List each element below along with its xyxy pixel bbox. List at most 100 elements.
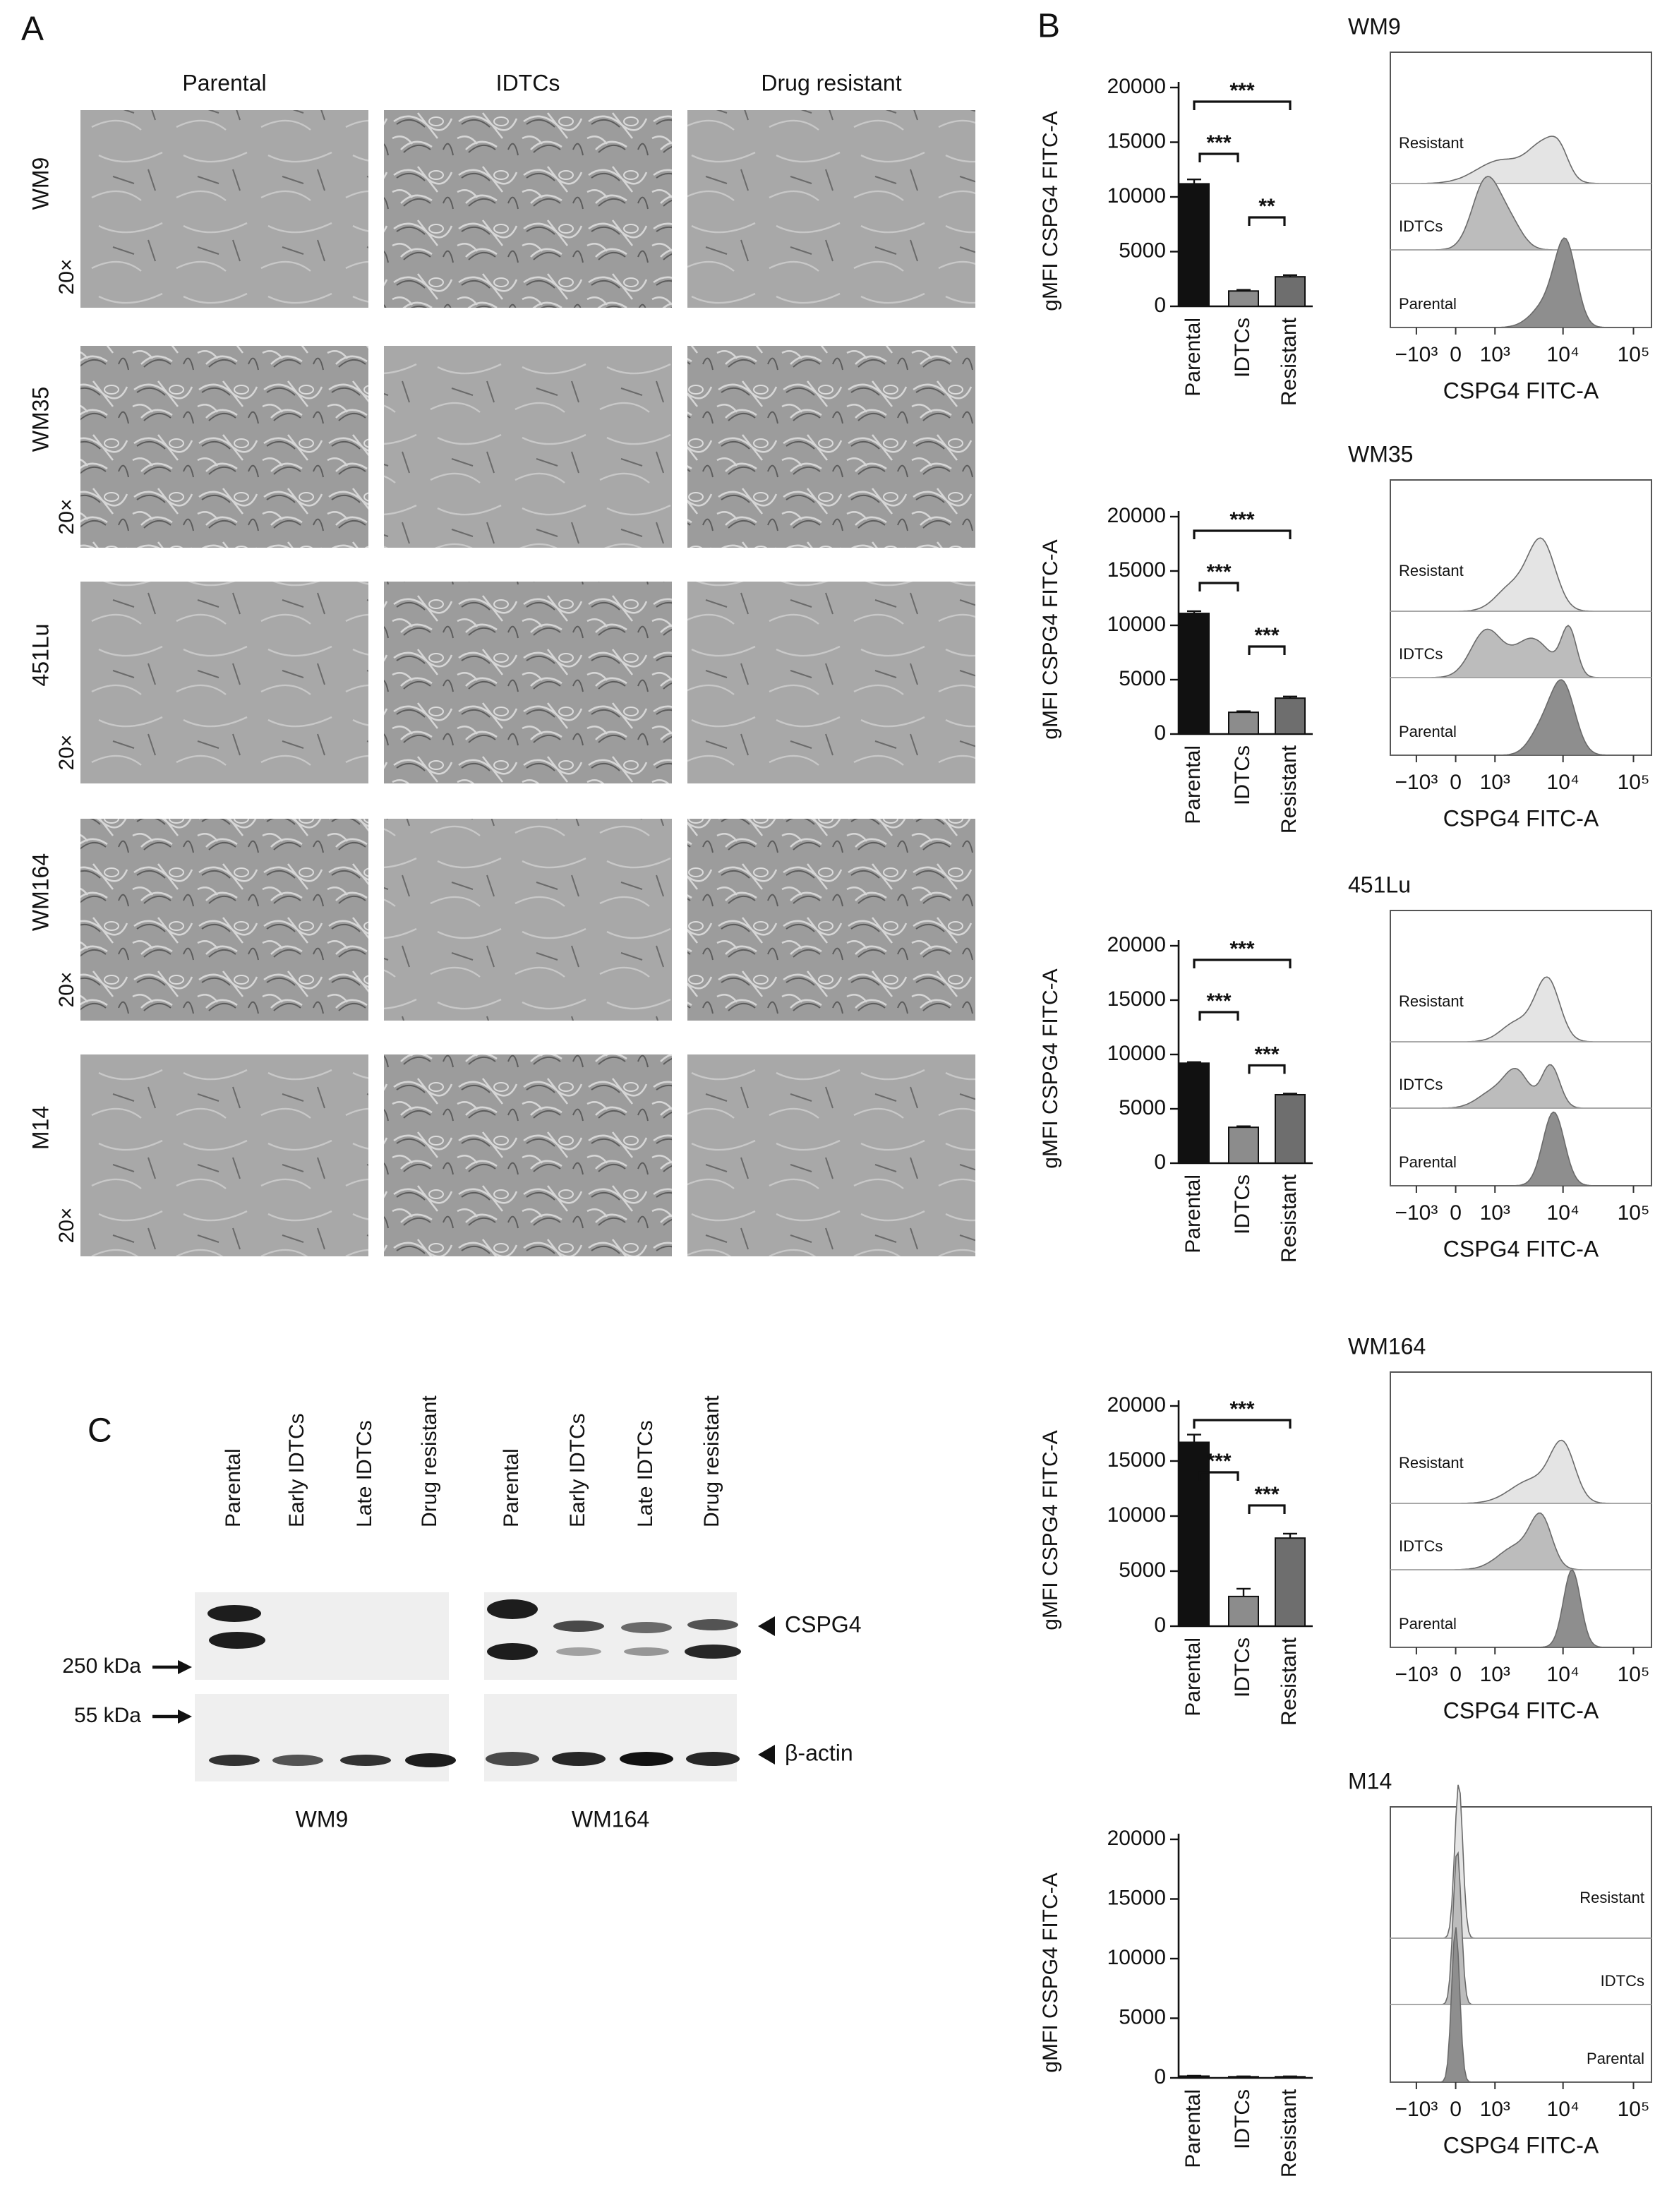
- magnification-label: 20×: [55, 972, 78, 1008]
- cell-line-label: M14: [28, 1106, 53, 1150]
- significance-label: ***: [1206, 131, 1231, 155]
- micrograph: [80, 582, 368, 783]
- x-tick-label: −10³: [1395, 343, 1438, 366]
- y-tick-label: 15000: [1107, 1448, 1166, 1472]
- x-tick-label: 10³: [1480, 1201, 1510, 1225]
- bar: [1275, 276, 1306, 307]
- x-axis-label: CSPG4 FITC-A: [1443, 805, 1599, 831]
- x-tick-label: 10⁴: [1547, 2098, 1579, 2121]
- x-tick-label: 10⁴: [1547, 1663, 1579, 1686]
- y-tick-label: 5000: [1119, 239, 1166, 262]
- bar: [1228, 1126, 1259, 1165]
- significance-bracket: [1193, 958, 1292, 968]
- y-tick-label: 0: [1154, 2065, 1166, 2088]
- histogram-frame: [1390, 479, 1652, 756]
- x-axis-label: CSPG4 FITC-A: [1443, 378, 1599, 403]
- error-bar: [1283, 1532, 1297, 1539]
- lane-label: Parental: [1399, 723, 1457, 740]
- error-bar: [1187, 1433, 1201, 1443]
- lane-label: Resistant: [1399, 1454, 1464, 1472]
- magnification-label: 20×: [55, 735, 78, 771]
- y-tick-label: 5000: [1119, 667, 1166, 690]
- x-tick-label: IDTCs: [1231, 745, 1254, 805]
- x-tick-label: 0: [1450, 2098, 1462, 2121]
- histogram-title: WM9: [1348, 13, 1401, 39]
- histogram-curve: [1390, 1927, 1651, 2083]
- lane-label: IDTCs: [1399, 217, 1443, 235]
- y-tick-label: 20000: [1107, 504, 1166, 527]
- lane-label: Parental: [1587, 2050, 1644, 2067]
- significance-bracket: [1198, 1471, 1239, 1481]
- y-tick-label: 0: [1154, 1613, 1166, 1637]
- y-tick-label: 5000: [1119, 1096, 1166, 1119]
- error-bar: [1187, 610, 1201, 614]
- x-tick-label: Parental: [1181, 1637, 1205, 1717]
- significance-label: ***: [1229, 508, 1254, 531]
- x-tick-label: 10⁴: [1547, 771, 1579, 794]
- error-bar: [1236, 1587, 1251, 1597]
- y-tick-label: 15000: [1107, 558, 1166, 582]
- blot-band: [207, 1605, 261, 1622]
- x-tick-label: IDTCs: [1231, 318, 1254, 378]
- y-tick-label: 20000: [1107, 933, 1166, 956]
- error-bar: [1283, 2075, 1297, 2077]
- blot-band: [552, 1752, 606, 1766]
- significance-label: ***: [1206, 1450, 1231, 1473]
- significance-label: ***: [1229, 1397, 1254, 1421]
- blot-band: [624, 1647, 669, 1656]
- blot-band: [272, 1755, 323, 1766]
- x-axis-label: CSPG4 FITC-A: [1443, 2132, 1599, 2158]
- histogram-curve: [1390, 237, 1651, 328]
- histogram-title: WM35: [1348, 441, 1413, 467]
- y-tick-label: 0: [1154, 294, 1166, 317]
- error-bar: [1283, 274, 1297, 277]
- blot-band: [621, 1622, 672, 1633]
- significance-label: ***: [1254, 1483, 1279, 1506]
- panel-label: B: [1037, 8, 1060, 45]
- marker-arrowhead: [178, 1709, 192, 1724]
- magnification-label: 20×: [55, 259, 78, 295]
- y-axis-label: gMFI CSPG4 FITC-A: [1039, 111, 1062, 311]
- marker-arrowhead: [178, 1660, 192, 1674]
- significance-bracket: [1248, 645, 1286, 655]
- lane-label: Resistant: [1399, 992, 1464, 1010]
- blot-band: [209, 1755, 260, 1766]
- bar: [1275, 1537, 1306, 1627]
- blot-band: [209, 1632, 265, 1649]
- cell-line-label: WM35: [28, 387, 53, 452]
- magnification-label: 20×: [55, 499, 78, 535]
- blot-band: [486, 1752, 539, 1766]
- x-tick-label: Resistant: [1277, 1637, 1301, 1726]
- x-tick-label: IDTCs: [1231, 1637, 1254, 1697]
- micrograph: [80, 110, 368, 308]
- lane-label: Late IDTCs: [353, 1420, 376, 1527]
- micrograph: [687, 1054, 975, 1256]
- error-bar: [1187, 1061, 1201, 1064]
- x-tick-label: Parental: [1181, 745, 1205, 824]
- lane-label: Late IDTCs: [634, 1420, 657, 1527]
- significance-label: ***: [1206, 990, 1231, 1013]
- cell-line-label: 451Lu: [28, 624, 53, 687]
- y-axis-label: gMFI CSPG4 FITC-A: [1039, 539, 1062, 739]
- lane-label: Resistant: [1399, 562, 1464, 579]
- y-axis-label: gMFI CSPG4 FITC-A: [1039, 1873, 1062, 2072]
- panel-label: A: [21, 11, 44, 48]
- protein-label: β-actin: [785, 1740, 853, 1765]
- y-tick-label: 20000: [1107, 75, 1166, 98]
- x-tick-label: Parental: [1181, 318, 1205, 397]
- histogram-curve: [1390, 679, 1651, 756]
- x-tick-label: 10³: [1480, 343, 1510, 366]
- bar: [1228, 290, 1259, 307]
- protein-pointer: [758, 1745, 775, 1765]
- significance-bracket: [1193, 100, 1292, 110]
- lane-label: Parental: [1399, 295, 1457, 313]
- panel-label: C: [88, 1412, 112, 1450]
- y-tick-label: 0: [1154, 1150, 1166, 1174]
- error-bar: [1283, 695, 1297, 699]
- column-header: Drug resistant: [761, 70, 901, 95]
- lane-label: Resistant: [1399, 134, 1464, 152]
- significance-bracket: [1198, 582, 1239, 591]
- histogram-title: WM164: [1348, 1333, 1426, 1359]
- significance-bracket: [1248, 216, 1286, 226]
- y-tick-label: 10000: [1107, 1503, 1166, 1527]
